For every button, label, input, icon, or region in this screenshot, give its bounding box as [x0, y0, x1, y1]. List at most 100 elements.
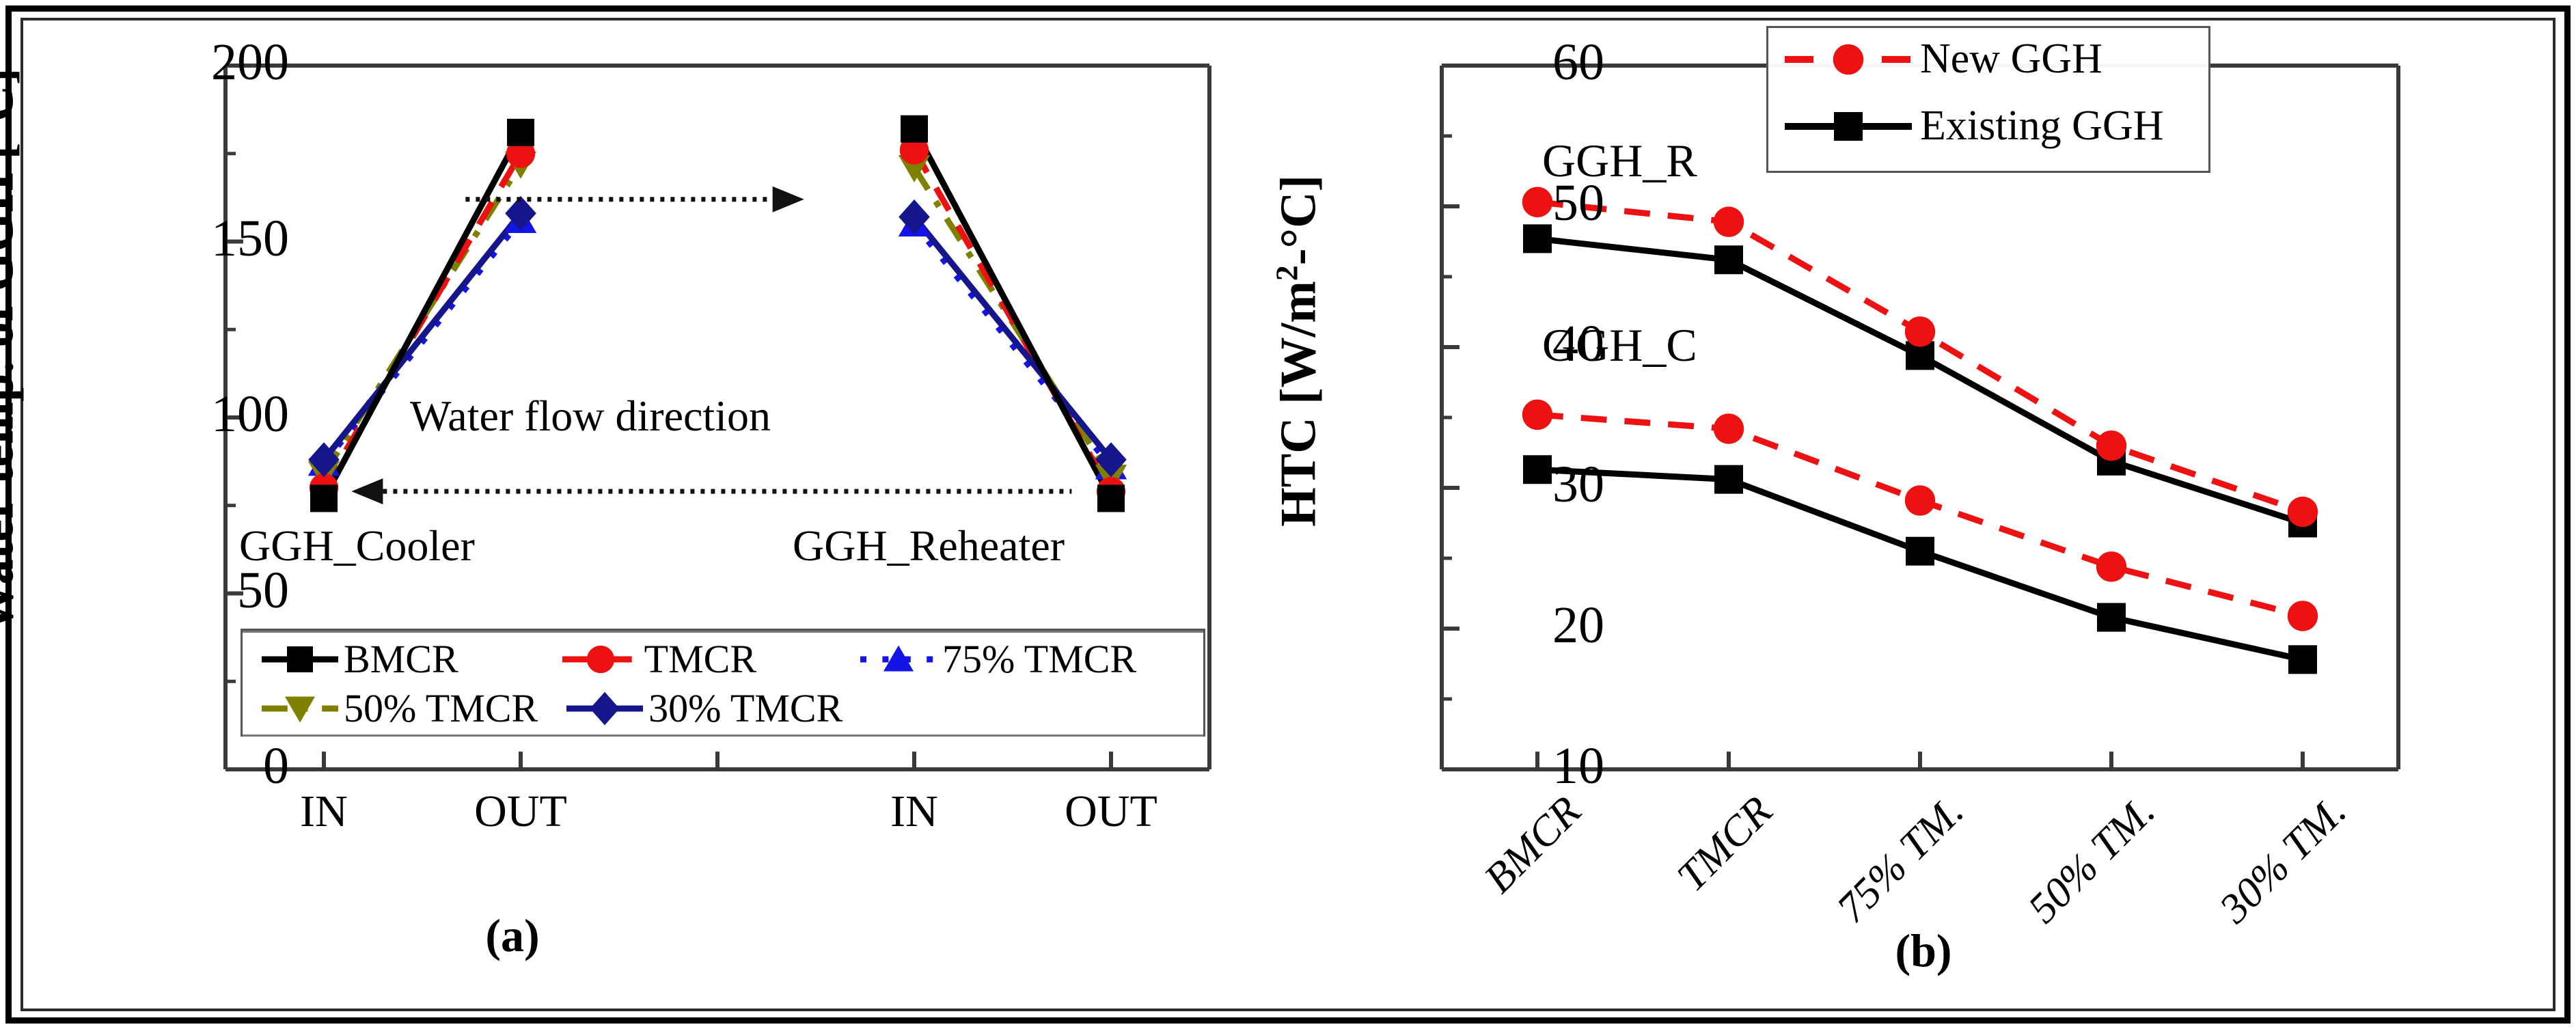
panel-b-caption: (b) [1895, 924, 1952, 976]
legend-key-circle-icon [562, 645, 639, 673]
panel-b-data-point [2096, 551, 2127, 582]
legend-key-circle-icon [1785, 44, 1912, 74]
panel-b-y-axis-label-pre: HTC [W/m [1270, 281, 1327, 527]
panel-a-x-tick-label: OUT [1065, 786, 1157, 836]
legend-marker [586, 645, 614, 673]
legend-item-existing-ggh[interactable]: Existing GGH [1783, 102, 2164, 150]
panel-b-y-tick-label: 40 [1552, 315, 1604, 372]
legend-marker [590, 691, 620, 725]
legend-key [565, 691, 644, 725]
panel-b-y-tick-label: 20 [1552, 596, 1604, 654]
panel-a-series-line [321, 211, 523, 462]
panel-a-data-point [1097, 484, 1125, 512]
panel-a: Water temp. of GGH [°C] (a) BMCR TMCR 75% … [0, 33, 1211, 961]
panel-a-y-tick-label: 0 [263, 737, 289, 795]
panel-a-series-line [321, 131, 523, 500]
ggh-cooler-label: GGH_Cooler [239, 521, 475, 570]
legend-item-new-ggh[interactable]: New GGH [1783, 35, 2102, 83]
legend-label: 30% TMCR [648, 686, 843, 730]
ggh-r-annotation: GGH_R [1542, 135, 1697, 187]
legend-key [1783, 44, 1913, 74]
panel-a-y-tick-label: 100 [211, 385, 289, 443]
panel-b-data-point [1522, 187, 1553, 218]
legend-item-bmcr[interactable]: BMCR [260, 636, 458, 682]
legend-key-diamond-icon [566, 691, 644, 725]
panel-a-series-line [321, 218, 523, 465]
panel-b-data-point [1904, 485, 1936, 516]
legend-label: 50% TMCR [344, 686, 538, 730]
panel-b-plot-area [1440, 64, 2400, 771]
panel-a-svg [223, 64, 1211, 771]
panel-b-y-axis-label-exponent: 2 [1269, 265, 1304, 282]
legend-key [1783, 111, 1913, 141]
panel-a-series-line [912, 221, 1114, 469]
legend-divider [243, 735, 1203, 737]
legend-key-square-icon [262, 646, 338, 672]
panel-b-data-point [2288, 645, 2317, 674]
panel-a-data-point [899, 199, 930, 235]
legend-marker [883, 644, 914, 671]
legend-marker [287, 646, 313, 672]
panel-b-legend: New GGH Existing GGH [1766, 26, 2210, 173]
panel-b-y-tick-label: 10 [1552, 737, 1604, 795]
flow-arrow-right-head [772, 186, 804, 212]
panel-a-x-tick-label: OUT [474, 786, 567, 836]
panel-b-data-point [1522, 399, 1553, 430]
panel-a-x-tick-label: IN [890, 786, 938, 836]
panel-a-data-point [901, 115, 928, 143]
panel-b-y-tick-label: 30 [1552, 456, 1604, 513]
ggh-c-annotation: GGH_C [1542, 319, 1697, 371]
legend-marker [284, 696, 316, 723]
legend-label: Existing GGH [1920, 102, 2164, 149]
legend-key-triangle-down-icon [262, 696, 338, 723]
legend-key-square-icon [1785, 111, 1912, 141]
panel-b-data-point [2097, 603, 2126, 632]
legend-key [859, 644, 938, 673]
panel-a-y-tick-label: 200 [211, 33, 289, 91]
panel-b-data-point [1523, 455, 1552, 484]
flow-arrow-left-head [351, 478, 383, 505]
panel-b-data-point [1713, 413, 1744, 444]
legend-label: BMCR [344, 637, 458, 681]
panel-a-data-point [507, 118, 534, 146]
ggh-reheater-label: GGH_Reheater [793, 521, 1065, 570]
legend-marker [1834, 111, 1863, 141]
legend-row: 50% TMCR 30% TMCR [260, 685, 842, 731]
panel-a-data-point [506, 139, 536, 168]
panel-a-legend: BMCR TMCR 75% TMCR 50% TMCR 30% TMCR [241, 629, 1205, 737]
panel-a-data-point [1095, 442, 1127, 478]
panel-b-data-point [1714, 245, 1743, 275]
legend-key-triangle-up-icon [860, 644, 937, 671]
panel-a-data-point [310, 484, 338, 512]
legend-item-50-tmcr[interactable]: 50% TMCR [260, 685, 538, 731]
panel-a-data-point [899, 135, 929, 165]
panel-b-svg [1440, 64, 2400, 771]
legend-key [260, 646, 340, 673]
panel-b-y-axis-label: HTC [W/m2-°C] [1269, 0, 1328, 1029]
legend-key [260, 695, 340, 723]
panel-b: HTC [W/m2-°C] (b) New GGH Existing GGH 10… [1270, 0, 2576, 1029]
panel-b-data-point [2096, 430, 2127, 461]
panel-b-y-axis-label-post: -°C] [1270, 174, 1327, 266]
panel-b-series-line [1537, 235, 2304, 526]
panel-a-x-tick-label: IN [300, 786, 348, 836]
water-flow-direction-label: Water flow direction [410, 392, 771, 440]
panel-b-data-point [2287, 601, 2318, 631]
legend-key [561, 645, 640, 673]
legend-item-tmcr[interactable]: TMCR [561, 636, 756, 682]
legend-row: BMCR TMCR 75% TMCR [260, 636, 1136, 682]
panel-b-data-point [1713, 206, 1744, 237]
panel-b-y-tick-label: 50 [1552, 174, 1604, 232]
legend-item-30-tmcr[interactable]: 30% TMCR [565, 685, 842, 731]
legend-item-75-tmcr[interactable]: 75% TMCR [859, 636, 1136, 682]
legend-divider [243, 631, 1203, 633]
legend-label: New GGH [1920, 36, 2102, 82]
panel-a-caption: (a) [485, 909, 540, 961]
panel-b-data-point [1906, 536, 1934, 566]
panel-b-data-point [1714, 465, 1743, 494]
panel-a-data-point [308, 442, 340, 478]
panel-b-y-tick-label: 60 [1552, 33, 1604, 91]
panel-a-series-line [912, 215, 1114, 462]
panel-a-y-axis-label: Water temp. of GGH [°C] [0, 68, 25, 633]
